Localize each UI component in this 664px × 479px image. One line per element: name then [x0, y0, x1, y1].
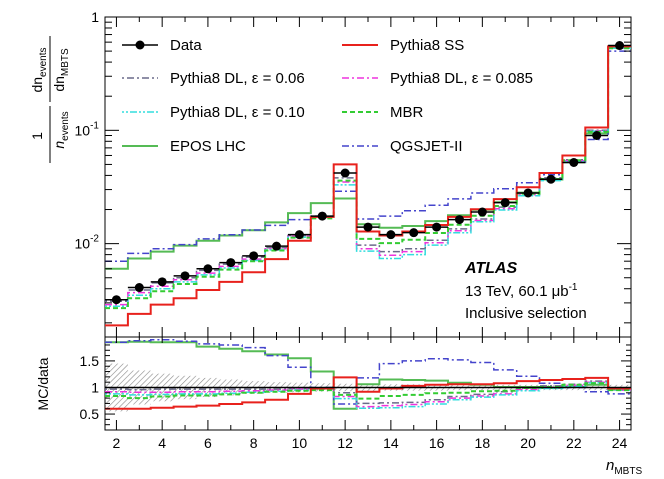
data-point — [340, 168, 350, 178]
x-tick-label: 10 — [292, 435, 308, 451]
data-point — [294, 230, 304, 240]
legend-label-qgsjet-ii: QGSJET-II — [390, 138, 463, 155]
x-tick-label: 14 — [383, 435, 399, 451]
y-axis-title-one: 1 — [29, 132, 45, 140]
data-point — [432, 222, 442, 232]
legend-marker-data — [135, 40, 145, 50]
data-point — [363, 222, 373, 232]
y-axis-title-nevents: nevents — [51, 111, 71, 148]
data-point — [615, 41, 625, 51]
series-line-pythia8-dl-0-085 — [105, 47, 631, 306]
data-point — [226, 258, 236, 268]
x-tick-label: 24 — [612, 435, 628, 451]
data-points-group — [105, 41, 631, 389]
data-point — [454, 215, 464, 225]
ratio-line-qgsjet-ii — [105, 338, 631, 405]
selection-label: Inclusive selection — [465, 305, 587, 322]
data-point — [592, 131, 602, 141]
ratio-line-pythia8-ss — [105, 376, 631, 410]
data-point — [180, 271, 190, 281]
atlas-label: ATLAS — [464, 260, 517, 277]
data-point — [249, 251, 259, 261]
data-point — [500, 198, 510, 208]
data-point — [157, 277, 167, 287]
x-tick-label: 20 — [520, 435, 536, 451]
x-axis-title: nMBTS — [606, 457, 642, 477]
ratio-y-tick-label: 1 — [91, 379, 99, 395]
x-tick-label: 16 — [429, 435, 445, 451]
x-tick-label: 6 — [204, 435, 212, 451]
y-axis-title: 1 nevents dnevents dnMBTS — [29, 36, 71, 163]
data-point — [569, 158, 579, 168]
y-tick-label: 10-2 — [75, 234, 100, 252]
y-tick-label: 10-1 — [75, 120, 100, 138]
ratio-y-tick-label: 1.5 — [80, 353, 100, 369]
data-point — [272, 241, 282, 251]
x-tick-label: 12 — [337, 435, 353, 451]
x-tick-label: 18 — [475, 435, 491, 451]
data-point — [409, 228, 419, 238]
y-axis-title-dn-mbts: dnMBTS — [51, 48, 71, 92]
legend-label-pythia8-dl-0-085: Pythia8 DL, ε = 0.085 — [390, 70, 533, 87]
legend: Data Pythia8 SS Pythia8 DL, ε = 0.06 Pythia… — [122, 37, 533, 155]
data-point — [546, 174, 556, 184]
x-tick-label: 4 — [158, 435, 166, 451]
legend-label-pythia8-ss: Pythia8 SS — [390, 37, 464, 54]
x-tick-label: 8 — [250, 435, 258, 451]
ratio-line-pythia8-dl-0-10 — [105, 381, 631, 409]
data-point — [317, 211, 327, 221]
energy-lumi-label: 13 TeV, 60.1 μb-1 — [465, 282, 578, 300]
ratio-axis-title: MC/data — [35, 357, 51, 410]
legend-label-pythia8-dl-0-06: Pythia8 DL, ε = 0.06 — [170, 70, 305, 87]
legend-label-epos-lhc: EPOS LHC — [170, 138, 246, 155]
legend-label-data: Data — [170, 37, 202, 54]
data-point — [386, 230, 396, 240]
legend-label-mbr: MBR — [390, 104, 424, 121]
data-point — [203, 264, 213, 274]
ratio-y-tick-label: 0.5 — [80, 406, 100, 422]
y-axis-title-dn-events: dnevents — [29, 47, 49, 92]
data-point — [111, 295, 121, 305]
x-tick-label: 22 — [566, 435, 582, 451]
data-point — [523, 188, 533, 198]
y-tick-label: 1 — [91, 9, 99, 25]
x-tick-label: 2 — [113, 435, 121, 451]
legend-label-pythia8-dl-0-10: Pythia8 DL, ε = 0.10 — [170, 104, 305, 121]
data-point — [134, 283, 144, 293]
ratio-line-pythia8-dl-0-06 — [105, 380, 631, 405]
data-point — [477, 207, 487, 217]
